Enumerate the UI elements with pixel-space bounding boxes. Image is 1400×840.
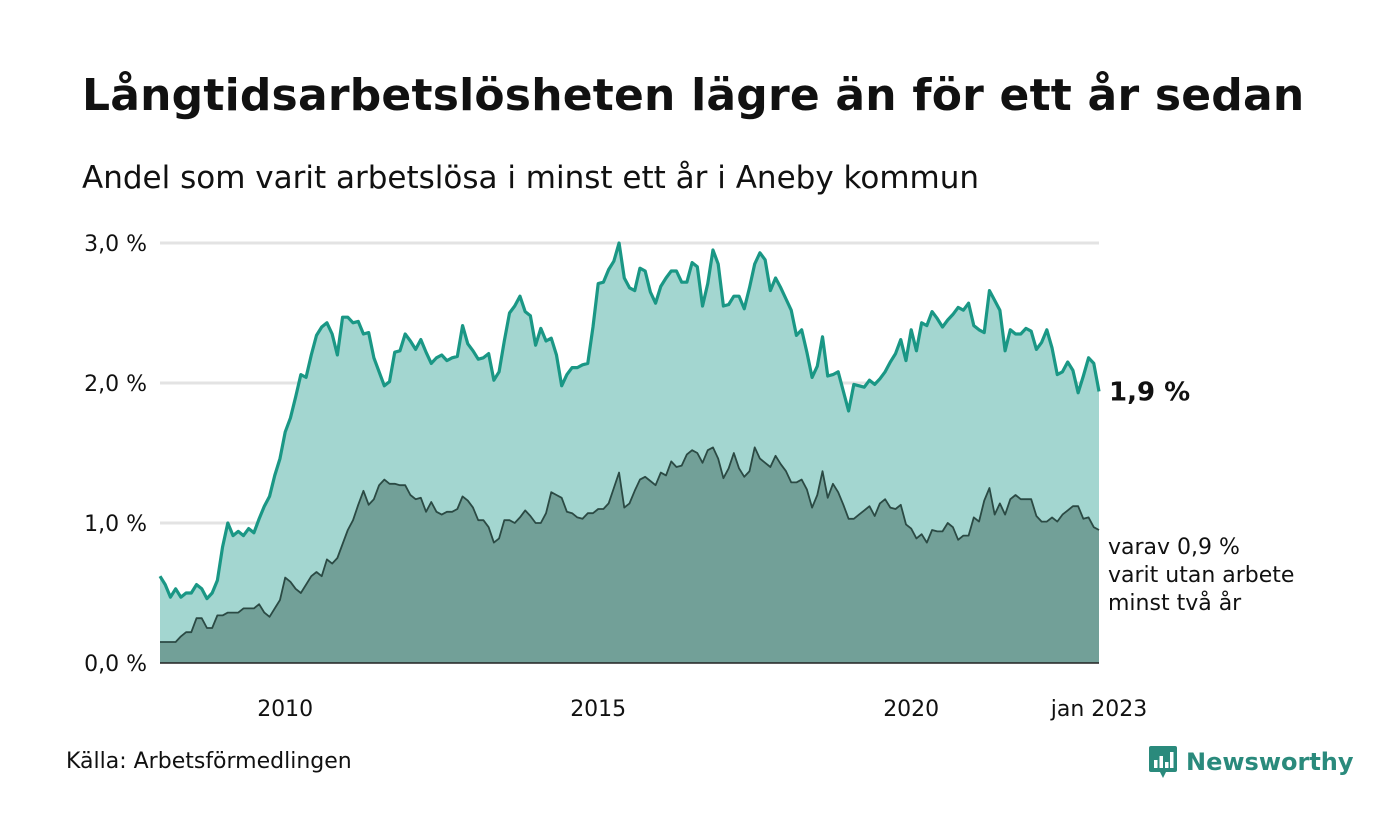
series-two-years-label-line: minst två år [1108,590,1242,616]
source-note: Källa: Arbetsförmedlingen [66,749,352,774]
brand-name: Newsworthy [1186,748,1354,776]
x-tick-label: 2010 [257,697,313,722]
chart-title: Långtidsarbetslösheten lägre än för ett … [82,70,1305,121]
series-two-years-line [160,446,1100,643]
series-two-years-label-line: varav 0,9 % [1108,535,1240,560]
brand-logo[interactable]: Newsworthy [1148,744,1354,780]
y-tick-label: 2,0 % [84,372,147,397]
y-tick-label: 0,0 % [84,652,147,677]
series-one-year-line [158,241,1101,601]
series-two-years-label-line: varit utan arbete [1108,563,1294,588]
x-tick-label: jan 2023 [1050,697,1148,722]
y-tick-label: 3,0 % [84,232,147,257]
series-one-year-end-label: 1,9 % [1109,377,1190,407]
area-layer [158,241,1101,664]
chart-subtitle: Andel som varit arbetslösa i minst ett å… [82,160,980,196]
x-tick-label: 2015 [570,697,626,722]
series-two-years-area [160,447,1099,663]
y-tick-label: 1,0 % [84,512,147,537]
newsworthy-logo-icon [1149,746,1177,778]
x-tick-label: 2020 [883,697,939,722]
label-layer: 0,0 % 1,0 % 2,0 % 3,0 % 2010 2015 2020 jan 2023… [84,232,1294,722]
